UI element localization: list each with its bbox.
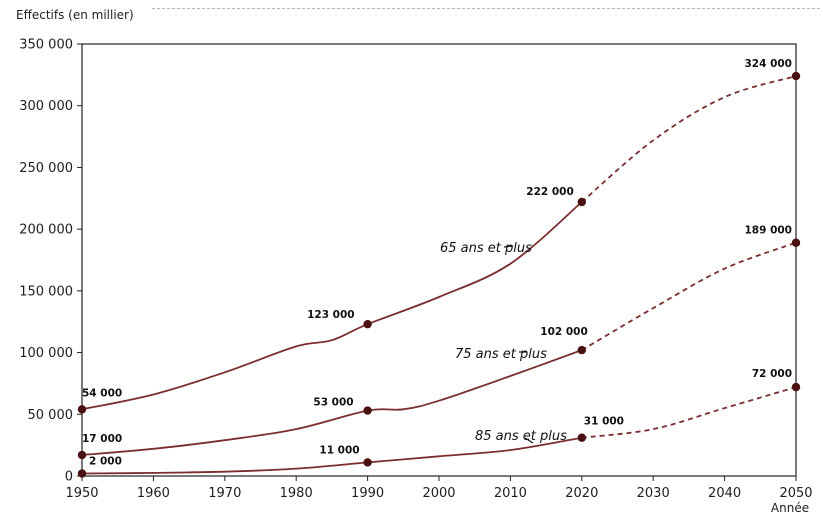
- x-axis-ticks: 1950 1960 1970 1980 1990 2000 2010 2020 2030 2040…: [65, 476, 813, 501]
- x-tick-label: 1980: [280, 486, 313, 501]
- y-tick-label: 150 000: [19, 284, 73, 299]
- series-line-projection: [581, 241, 797, 351]
- series-leader-line: [524, 437, 534, 444]
- data-label: 17 000: [82, 433, 122, 445]
- data-label: 222 000: [526, 186, 574, 198]
- y-tick-label: 0: [65, 470, 73, 485]
- series-name-label: 85 ans et plus: [475, 429, 567, 444]
- x-tick-label: 2000: [422, 486, 455, 501]
- data-point-marker: [363, 458, 372, 467]
- data-label: 189 000: [745, 225, 793, 237]
- series-leader-line: [503, 245, 514, 248]
- data-point-marker: [363, 406, 372, 415]
- series-line-projection: [581, 75, 797, 203]
- x-tick-label: 1970: [208, 486, 241, 501]
- y-tick-label: 300 000: [19, 99, 73, 114]
- data-point-marker: [791, 382, 801, 392]
- data-point-marker: [77, 405, 87, 414]
- data-point-marker: [77, 469, 87, 478]
- series-name-label: 75 ans et plus: [455, 347, 547, 362]
- data-label: 53 000: [313, 397, 353, 409]
- x-tick-label: 2050: [779, 486, 812, 501]
- data-label: 31 000: [584, 416, 624, 428]
- y-axis-label: Effectifs (en millier): [16, 8, 134, 22]
- series-line-projection: [581, 386, 797, 439]
- series-line-observed: [81, 436, 582, 475]
- y-tick-label: 350 000: [19, 38, 73, 53]
- series-line-observed: [81, 201, 583, 411]
- data-label: 2 000: [89, 456, 122, 468]
- series-75-plus: 17 000 53 000 102 000 189 000 75 ans et plus: [77, 225, 801, 460]
- x-tick-label: 2030: [637, 486, 670, 501]
- plot-frame: [81, 43, 797, 477]
- data-point-marker: [577, 345, 586, 355]
- data-label: 72 000: [752, 368, 792, 380]
- x-tick-label: 1960: [137, 486, 170, 501]
- series-85-plus: 2 000 11 000 31 000 72 000 85 ans et plus: [77, 368, 801, 478]
- x-tick-label: 1950: [65, 486, 98, 501]
- data-point-marker: [577, 197, 586, 207]
- y-axis-ticks: 0 50 000 100 000 150 000 200 000 250 000 300 0…: [19, 38, 82, 485]
- y-tick-label: 50 000: [28, 408, 74, 423]
- y-tick-label: 100 000: [19, 346, 73, 361]
- series-layer: 54 000 123 000 222 000 324 000 65 ans et plu…: [77, 58, 801, 478]
- data-point-marker: [791, 71, 801, 81]
- x-tick-label: 2020: [565, 486, 598, 501]
- data-label: 324 000: [745, 58, 793, 70]
- data-point-marker: [791, 238, 801, 247]
- y-tick-label: 200 000: [19, 223, 73, 238]
- data-label: 102 000: [540, 326, 588, 338]
- x-tick-label: 1990: [351, 486, 384, 501]
- series-name-label: 65 ans et plus: [440, 241, 532, 256]
- y-tick-label: 250 000: [19, 161, 73, 176]
- series-65-plus: 54 000 123 000 222 000 324 000 65 ans et plu…: [77, 58, 801, 414]
- data-label: 123 000: [307, 309, 355, 321]
- data-label: 11 000: [319, 444, 359, 456]
- x-tick-label: 2010: [494, 486, 527, 501]
- data-point-marker: [363, 319, 372, 329]
- top-rule: [152, 8, 820, 9]
- data-point-marker: [577, 433, 586, 442]
- data-point-marker: [77, 450, 87, 460]
- x-axis-label: Année: [771, 501, 809, 515]
- data-label: 54 000: [82, 387, 122, 399]
- x-tick-label: 2040: [708, 486, 741, 501]
